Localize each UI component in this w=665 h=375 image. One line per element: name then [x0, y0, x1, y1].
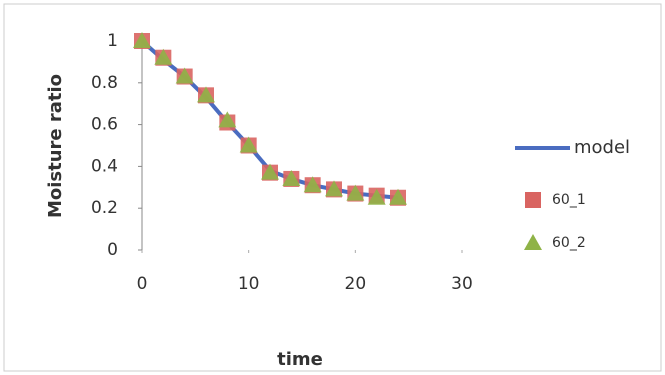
y-tick-label: 0.6: [91, 115, 118, 135]
legend-swatch: [525, 192, 541, 208]
x-tick-label: 20: [345, 274, 367, 294]
legend-swatch: [524, 234, 542, 250]
legend-label: model: [574, 137, 630, 158]
y-tick-label: 1: [107, 31, 118, 51]
x-tick-label: 0: [137, 274, 148, 294]
y-tick-label: 0: [107, 240, 118, 260]
y-tick-label: 0.4: [91, 156, 118, 176]
x-tick-label: 10: [238, 274, 260, 294]
y-tick-label: 0.2: [91, 198, 118, 218]
x-axis-label: time: [277, 349, 323, 370]
chart: time Moisture ratio 00.20.40.60.81010203…: [0, 0, 665, 375]
legend-label: 60_2: [552, 235, 586, 251]
x-tick-label: 30: [451, 274, 473, 294]
legend-label: 60_1: [552, 192, 586, 208]
y-tick-label: 0.8: [91, 73, 118, 93]
y-axis-label: Moisture ratio: [45, 74, 66, 218]
